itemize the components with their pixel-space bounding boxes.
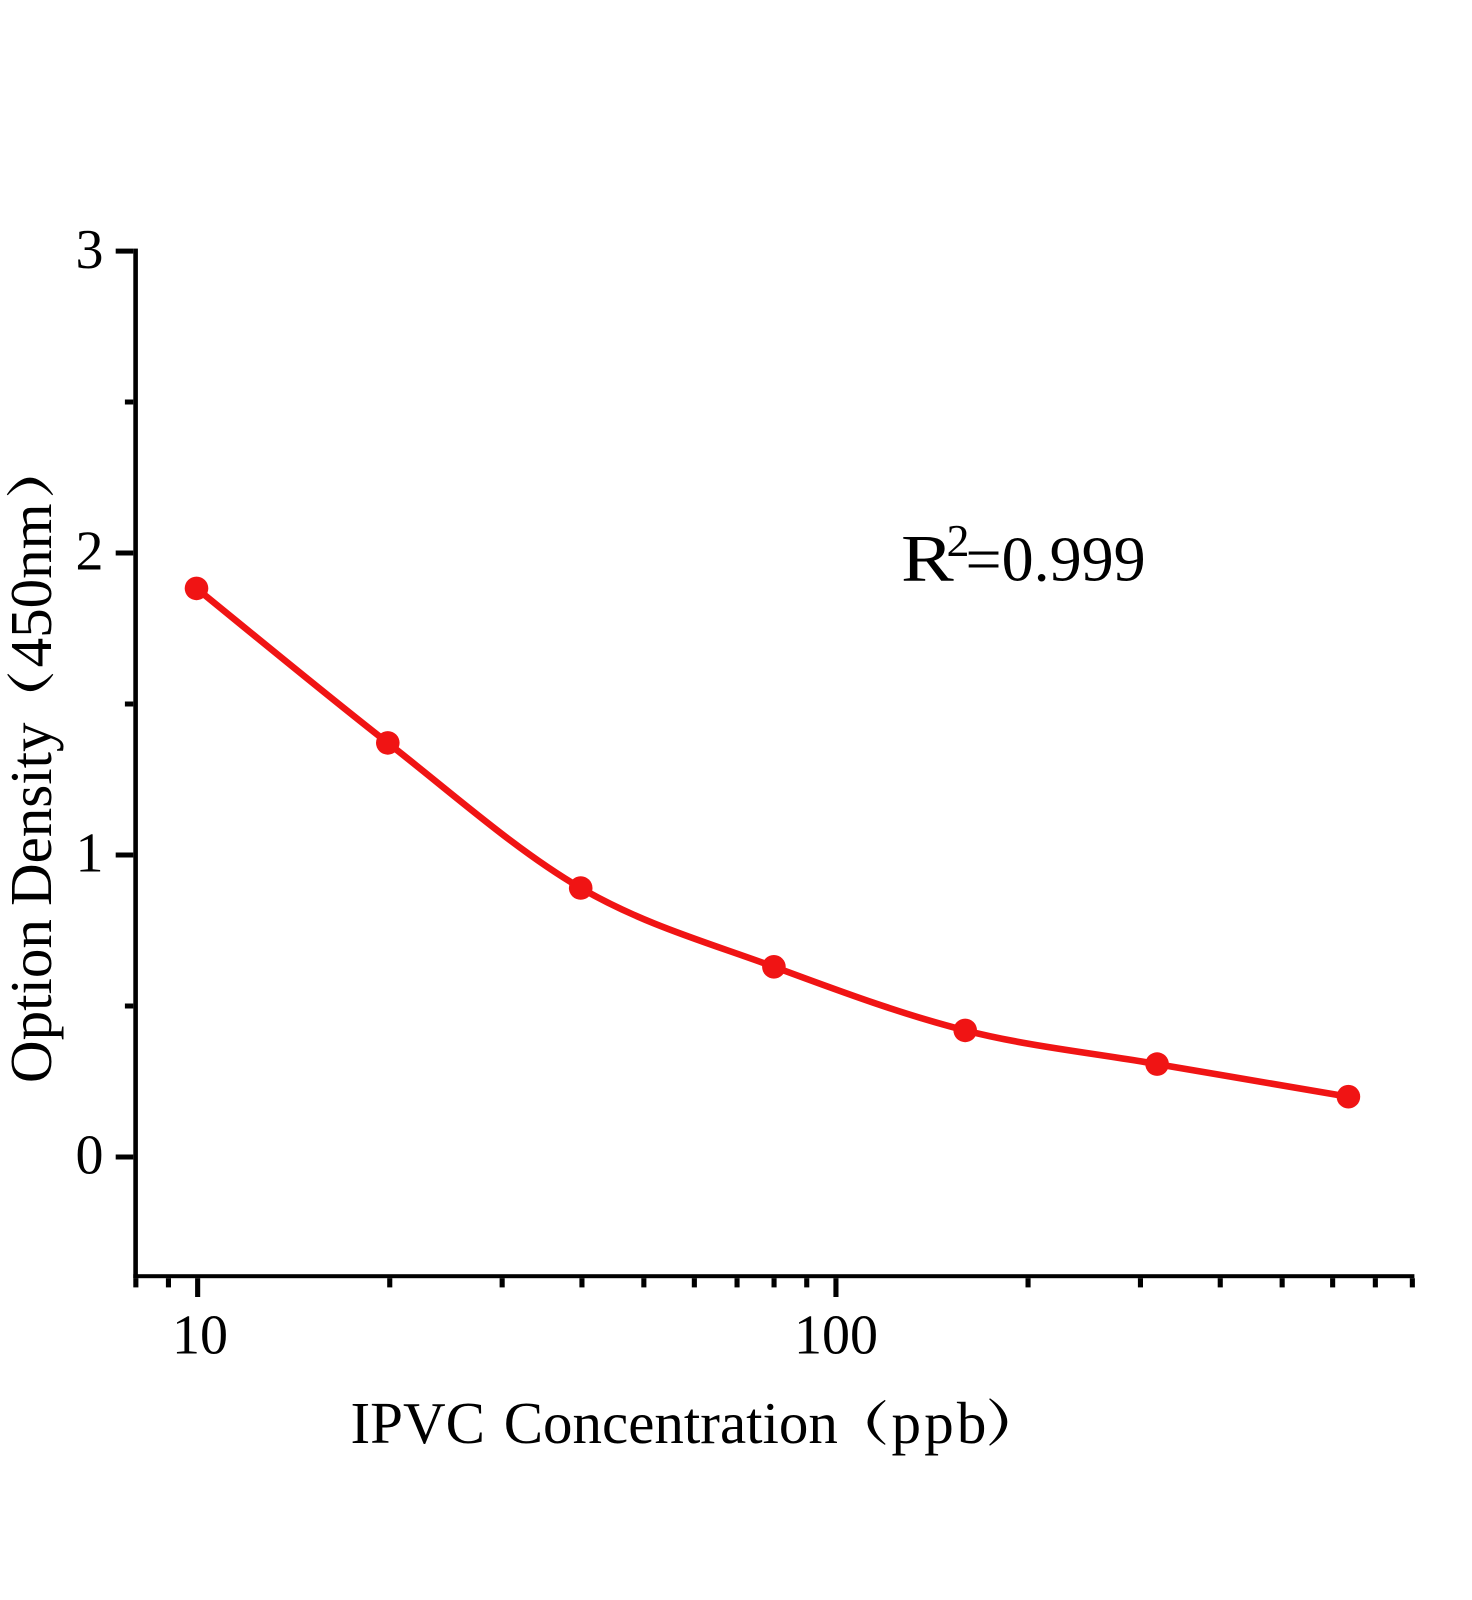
- svg-text:2: 2: [76, 521, 104, 583]
- svg-text:3: 3: [76, 219, 104, 281]
- svg-text:Density: Density: [0, 722, 64, 906]
- svg-text:ppb: ppb: [892, 1390, 990, 1456]
- svg-text:=0.999: =0.999: [966, 524, 1146, 595]
- svg-text:IPVC: IPVC: [351, 1390, 485, 1456]
- svg-text:R: R: [901, 521, 954, 595]
- svg-text:2: 2: [947, 515, 970, 566]
- svg-text:10: 10: [172, 1305, 228, 1367]
- svg-text:0: 0: [76, 1125, 104, 1187]
- svg-text:450nm: 450nm: [0, 503, 64, 667]
- svg-text:1: 1: [76, 823, 104, 885]
- svg-text:Concentration: Concentration: [504, 1390, 838, 1456]
- svg-text:Option: Option: [0, 919, 64, 1083]
- svg-text:100: 100: [794, 1305, 878, 1367]
